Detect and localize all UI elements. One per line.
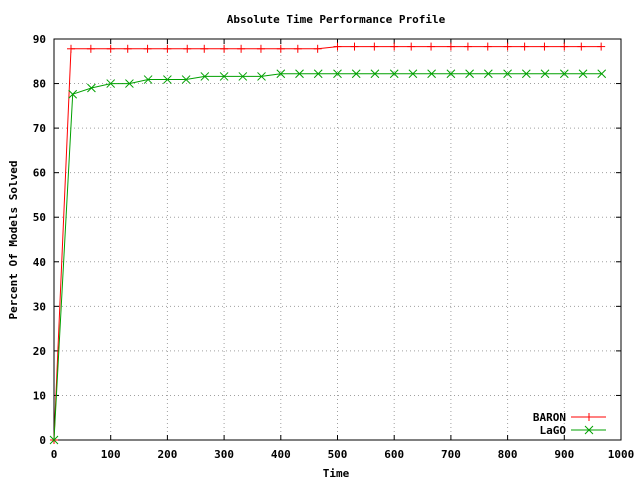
data-point	[143, 44, 152, 53]
chart-title: Absolute Time Performance Profile	[227, 13, 446, 26]
data-point	[559, 69, 569, 79]
data-point	[86, 44, 95, 53]
data-point	[237, 44, 246, 53]
data-point	[106, 79, 116, 88]
data-point	[143, 75, 153, 84]
data-point	[578, 69, 588, 79]
data-point	[106, 44, 115, 53]
data-point	[577, 42, 586, 51]
data-point	[521, 69, 531, 79]
data-point	[163, 44, 172, 53]
series-line	[53, 73, 602, 441]
x-tick-label: 700	[441, 448, 461, 461]
x-tick-label: 600	[384, 448, 404, 461]
y-tick-label: 10	[33, 389, 46, 402]
y-tick-label: 60	[33, 167, 46, 180]
x-tick-label: 800	[498, 448, 518, 461]
data-point	[181, 75, 191, 84]
data-point	[87, 83, 96, 93]
legend-item-lago: LaGO	[540, 424, 606, 437]
data-point	[483, 69, 493, 79]
axis-ticks: 0 100 200 300 400 500 600 700 800 900 1000 0 10 20 30 4…	[33, 33, 635, 461]
x-tick-label: 400	[271, 448, 291, 461]
data-point	[125, 79, 134, 88]
data-point	[465, 69, 474, 79]
data-point	[256, 44, 265, 53]
legend-marker	[584, 425, 594, 435]
data-point	[446, 69, 456, 79]
data-point	[68, 89, 78, 99]
legend-label: BARON	[533, 411, 566, 424]
data-point	[200, 44, 209, 53]
data-point	[67, 44, 76, 53]
data-point	[540, 42, 549, 51]
y-tick-label: 30	[33, 300, 46, 313]
data-point	[295, 69, 304, 79]
data-point	[49, 435, 59, 445]
x-tick-label: 0	[51, 448, 58, 461]
data-point	[483, 42, 492, 51]
data-point	[219, 72, 229, 81]
y-tick-label: 0	[39, 434, 46, 447]
legend-item-baron: BARON	[533, 411, 606, 424]
data-point	[313, 44, 322, 53]
grid-lines	[54, 39, 621, 440]
x-tick-label: 900	[554, 448, 574, 461]
y-tick-label: 90	[33, 33, 46, 46]
x-tick-label: 500	[328, 448, 348, 461]
x-axis-title: Time	[323, 467, 350, 480]
data-point	[163, 75, 172, 84]
data-point	[276, 44, 285, 53]
data-point	[597, 69, 607, 79]
series-baron	[50, 42, 606, 444]
data-point	[407, 42, 416, 51]
data-point	[446, 42, 455, 51]
data-point	[390, 42, 399, 51]
data-point	[293, 44, 302, 53]
y-tick-label: 40	[33, 256, 46, 269]
x-tick-label: 300	[214, 448, 234, 461]
data-point	[257, 72, 266, 81]
y-tick-label: 20	[33, 345, 46, 358]
data-point	[520, 42, 529, 51]
x-tick-label: 100	[101, 448, 121, 461]
data-point	[408, 69, 418, 79]
data-point	[503, 42, 512, 51]
y-tick-label: 80	[33, 78, 46, 91]
data-point	[333, 42, 342, 51]
legend-marker	[585, 413, 593, 421]
data-point	[540, 69, 550, 79]
data-point	[370, 42, 379, 51]
data-point	[463, 42, 472, 51]
series-line	[53, 46, 602, 441]
data-point	[560, 42, 569, 51]
y-tick-label: 70	[33, 122, 46, 135]
data-point	[350, 42, 359, 51]
x-tick-label: 1000	[608, 448, 635, 461]
data-point	[183, 44, 192, 53]
data-point	[351, 69, 361, 79]
data-point	[503, 69, 512, 79]
legend-label: LaGO	[540, 424, 567, 437]
x-tick-label: 200	[157, 448, 177, 461]
y-axis-title: Percent Of Models Solved	[7, 161, 20, 320]
data-point	[370, 69, 380, 79]
data-point	[427, 42, 436, 51]
data-point	[276, 69, 286, 79]
data-point	[123, 44, 132, 53]
data-point	[389, 69, 399, 79]
data-point	[597, 42, 606, 51]
series-lago	[49, 69, 607, 445]
y-tick-label: 50	[33, 211, 46, 224]
data-point	[427, 69, 436, 79]
data-point	[333, 69, 342, 79]
data-point	[238, 72, 248, 81]
data-point	[220, 44, 229, 53]
data-point	[313, 69, 323, 79]
data-point	[200, 72, 210, 81]
series-layer	[49, 42, 607, 445]
